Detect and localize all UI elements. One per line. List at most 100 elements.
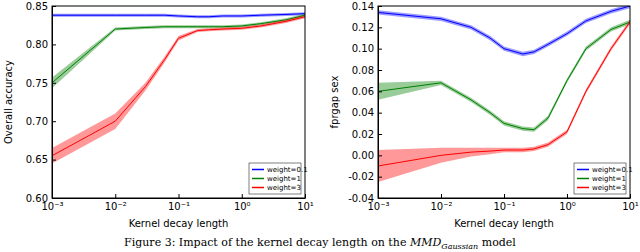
tick-mark [242,194,243,198]
caption-text: Figure 3: Impact of the kernel decay len… [124,236,410,249]
y-tick: 0.06 [352,86,382,97]
caption: Figure 3: Impact of the kernel decay len… [124,236,516,251]
figure: 10⁻³10⁻²10⁻¹10⁰10¹0.600.650.700.750.800.… [0,0,640,252]
y-tick: 0.10 [352,43,382,54]
tick-label: 0.75 [26,78,48,89]
tick-mark [52,160,56,161]
legend-swatch [252,187,264,189]
error-band [378,20,630,132]
x-tick: 10⁻² [105,194,127,212]
caption-subscript: Gaussian [441,242,478,251]
tick-label: 0.04 [352,107,374,118]
y-tick: 0.75 [26,78,56,89]
axis-line [379,198,631,199]
plot: 10⁻³10⁻²10⁻¹10⁰10¹-0.04-0.020.000.020.04… [329,1,639,229]
axis-line [52,7,53,199]
tick-mark [378,91,382,92]
data-area [378,6,630,182]
caption-text: model [478,236,516,249]
tick-label: 10⁻² [430,201,452,212]
legend-label: weight=1 [592,175,626,183]
error-band [52,15,305,163]
legend-label: weight=1 [267,175,301,183]
y-tick: 0.08 [352,65,382,76]
x-tick: 10⁻¹ [168,194,190,212]
legend-swatch [577,169,589,171]
tick-label: 10⁻¹ [168,201,190,212]
legend-swatch [577,187,589,189]
legend-label: weight=0.1 [267,166,308,174]
tick-mark [567,194,568,198]
x-tick: 10⁰ [559,194,576,212]
tick-label: 0.08 [352,65,374,76]
series-line [378,22,630,166]
tick-label: 0.65 [26,154,48,165]
tick-mark [305,194,306,198]
y-axis-title: Overall accuracy [3,60,14,144]
x-tick: 10¹ [297,194,314,212]
tick-label: 0.00 [352,150,374,161]
tick-mark [378,177,382,178]
y-tick: -0.02 [348,171,382,182]
y-tick: 0.04 [352,107,382,118]
y-tick: 0.02 [352,129,382,140]
x-axis: 10⁻³10⁻²10⁻¹10⁰10¹ [367,194,638,212]
legend-swatch [252,178,264,180]
tick-mark [630,194,631,198]
tick-mark [378,70,382,71]
y-tick: 0.70 [26,116,56,127]
y-tick: 0.14 [352,1,382,12]
tick-label: 10¹ [622,201,639,212]
tick-mark [504,194,505,198]
y-axis: 0.600.650.700.750.800.85 [26,1,56,204]
error-band [378,6,630,56]
y-tick: -0.04 [348,193,382,204]
y-axis-title: fprgap sex [329,75,340,128]
tick-mark [378,49,382,50]
tick-label: 0.80 [26,39,48,50]
legend: weight=0.1weight=1weight=3 [574,163,633,194]
plot: 10⁻³10⁻²10⁻¹10⁰10¹0.600.650.700.750.800.… [3,1,314,229]
y-tick: 0.00 [352,150,382,161]
tick-mark [378,134,382,135]
axis-line [378,7,379,199]
x-axis-title: Kernel decay length [129,218,229,229]
data-area [52,12,305,163]
tick-mark [52,121,56,122]
tick-mark [378,155,382,156]
tick-mark [179,194,180,198]
tick-label: 10¹ [297,201,314,212]
y-tick: 0.65 [26,154,56,165]
tick-label: 0.02 [352,129,374,140]
tick-label: 0.14 [352,1,374,12]
tick-mark [115,194,116,198]
tick-label: 0.06 [352,86,374,97]
x-tick: 10⁰ [234,194,251,212]
y-tick: 0.12 [352,22,382,33]
series-line [378,22,630,130]
tick-mark [52,44,56,45]
tick-mark [378,113,382,114]
tick-mark [52,6,56,7]
tick-mark [52,198,56,199]
tick-label: -0.02 [348,171,374,182]
tick-label: 10⁻² [105,201,127,212]
y-tick: 0.85 [26,1,56,12]
error-band [52,12,305,18]
x-tick: 10¹ [622,194,639,212]
x-axis: 10⁻³10⁻²10⁻¹10⁰10¹ [41,194,313,212]
caption-math: MMD [409,236,442,249]
tick-label: 0.85 [26,1,48,12]
tick-label: 10⁻¹ [493,201,515,212]
x-tick: 10⁻² [430,194,452,212]
tick-label: 0.10 [352,43,374,54]
tick-label: 0.12 [352,22,374,33]
tick-mark [378,27,382,28]
x-tick: 10⁻¹ [493,194,515,212]
legend-swatch [577,178,589,180]
legend-label: weight=3 [592,184,626,192]
series-line [52,14,305,17]
y-axis: -0.04 -0.02 0.00 0.02 0.04 0.06 0.08 0.10 0.12 0.… [348,1,382,204]
tick-label: 10⁰ [234,201,251,212]
tick-label: -0.04 [348,193,374,204]
